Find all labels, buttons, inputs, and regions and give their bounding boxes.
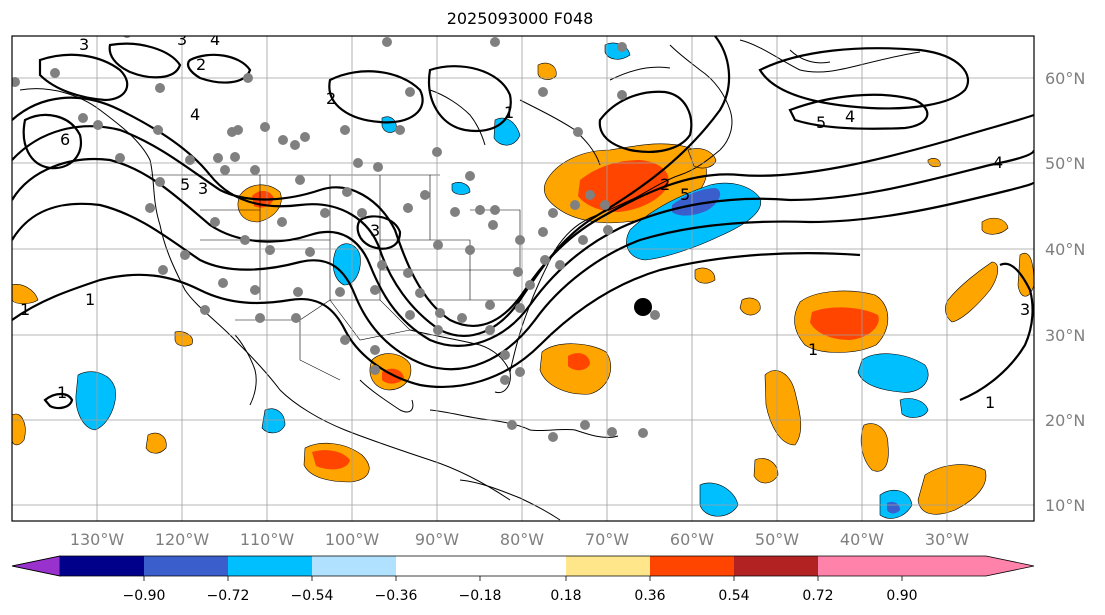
lon-label: 60°W — [670, 530, 714, 549]
contour-label: 3 — [177, 30, 187, 49]
lat-label: 20°N — [1045, 411, 1085, 430]
lat-label: 30°N — [1045, 326, 1085, 345]
lon-label: 130°W — [70, 530, 125, 549]
colorbar-tick: −0.54 — [291, 588, 334, 604]
contour-label: 1 — [504, 103, 514, 122]
contour-label: 3 — [198, 179, 208, 198]
colorbar-tick: 0.90 — [886, 588, 917, 604]
contour-label: 6 — [60, 130, 70, 149]
colorbar-tick: −0.72 — [207, 588, 250, 604]
contour-label: 3 — [79, 35, 89, 54]
contour-label: 1 — [20, 300, 30, 319]
coastlines — [19, 39, 921, 521]
colorbar: −0.90 −0.72 −0.54 −0.36 −0.18 0.18 0.36 … — [11, 555, 1035, 604]
shading-layer — [12, 42, 1034, 519]
lat-label: 60°N — [1045, 69, 1085, 88]
contour-label: 4 — [993, 153, 1003, 172]
storm-marker — [634, 298, 652, 316]
contour-label: 4 — [190, 105, 200, 124]
lat-label: 40°N — [1045, 240, 1085, 259]
contour-label: 4 — [845, 107, 855, 126]
colorbar-tick: 0.54 — [718, 588, 749, 604]
map-title: 2025093000 F048 — [446, 9, 594, 28]
lon-label: 90°W — [415, 530, 459, 549]
colorbar-tick: −0.18 — [459, 588, 502, 604]
contour-label: 2 — [326, 89, 336, 108]
colorbar-tick: 0.18 — [550, 588, 581, 604]
plot-area: 3 3 2 4 4 6 5 3 2 1 3 1 1 1 2 5 5 4 4 3 … — [12, 30, 1034, 521]
colorbar-extend-low — [11, 555, 61, 577]
lon-label: 80°W — [500, 530, 544, 549]
contour-label: 2 — [660, 175, 670, 194]
contour-label: 5 — [680, 185, 690, 204]
lon-label: 40°W — [840, 530, 884, 549]
colorbar-tick: 0.36 — [634, 588, 665, 604]
lon-label: 30°W — [925, 530, 969, 549]
colorbar-bin — [396, 556, 480, 576]
lat-label: 50°N — [1045, 154, 1085, 173]
lon-label: 120°W — [155, 530, 210, 549]
contour-label: 5 — [180, 175, 190, 194]
contour-label: 1 — [985, 393, 995, 412]
colorbar-bin — [144, 556, 228, 576]
colorbar-tick: −0.90 — [123, 588, 166, 604]
contours — [12, 36, 1034, 410]
contour-label: 1 — [85, 290, 95, 309]
contour-label: 1 — [808, 340, 818, 359]
colorbar-bin — [60, 556, 144, 576]
contour-label: 3 — [370, 221, 380, 240]
lon-label: 70°W — [585, 530, 629, 549]
contour-label: 5 — [816, 113, 826, 132]
graticule — [12, 36, 1034, 521]
colorbar-bin — [818, 556, 902, 576]
state-borders — [150, 174, 521, 381]
longitude-labels: 130°W 120°W 110°W 100°W 90°W 80°W 70°W 6… — [70, 530, 969, 549]
contour-label: 2 — [196, 55, 206, 74]
colorbar-bin — [566, 556, 650, 576]
lon-label: 50°W — [755, 530, 799, 549]
lon-label: 110°W — [240, 530, 295, 549]
contour-labels: 3 3 2 4 4 6 5 3 2 1 3 1 1 1 2 5 5 4 4 3 … — [20, 30, 1030, 412]
contour-label: 3 — [1020, 300, 1030, 319]
lat-label: 10°N — [1045, 496, 1085, 515]
colorbar-tick: −0.36 — [375, 588, 418, 604]
colorbar-bin — [650, 556, 734, 576]
plot-frame — [11, 35, 1035, 522]
colorbar-bin — [734, 556, 818, 576]
latitude-labels: 60°N 50°N 40°N 30°N 20°N 10°N — [1045, 69, 1085, 515]
station-dots — [12, 36, 660, 442]
colorbar-bin — [312, 556, 396, 576]
lon-label: 100°W — [325, 530, 380, 549]
colorbar-bin — [228, 556, 312, 576]
contour-label: 4 — [210, 30, 220, 49]
colorbar-tick: 0.72 — [802, 588, 833, 604]
colorbar-extend-high — [902, 556, 1034, 576]
contour-label: 1 — [57, 383, 67, 402]
